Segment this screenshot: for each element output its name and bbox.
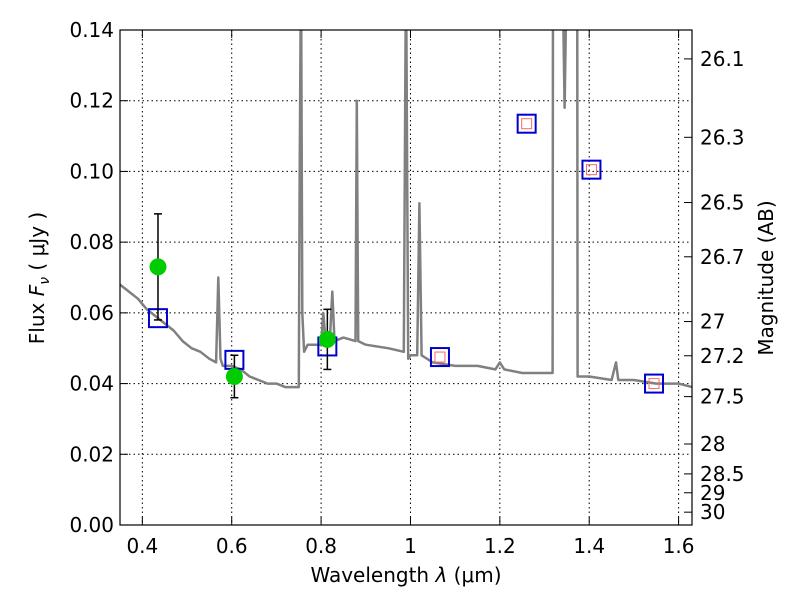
upper-limit-square bbox=[521, 118, 533, 130]
mag-tick-label: 27.5 bbox=[700, 385, 745, 409]
data-layer bbox=[120, 30, 692, 399]
y-tick-label: 0.10 bbox=[69, 159, 114, 183]
mag-tick-label: 28 bbox=[700, 432, 725, 456]
x-tick-label: 1 bbox=[404, 534, 417, 558]
observed-flux-point bbox=[149, 258, 167, 276]
y-tick-label: 0.02 bbox=[69, 442, 114, 466]
x-axis-label: Wavelength λ (μm) bbox=[310, 563, 501, 587]
mag-tick-label: 27.2 bbox=[700, 344, 745, 368]
y-tick-label: 0.12 bbox=[69, 89, 114, 113]
model-photometry-square bbox=[581, 159, 602, 180]
x-tick-label: 0.8 bbox=[305, 534, 337, 558]
x-tick-label: 1.4 bbox=[573, 534, 605, 558]
mag-tick-label: 29 bbox=[700, 481, 725, 505]
observed-flux-point bbox=[318, 330, 336, 348]
y-tick-label: 0.04 bbox=[69, 372, 114, 396]
mag-tick-label: 28.5 bbox=[700, 462, 745, 486]
mag-tick-label: 27 bbox=[700, 310, 725, 334]
model-photometry-square bbox=[644, 373, 665, 394]
y-tick-label: 0.08 bbox=[69, 230, 114, 254]
y-tick-label: 0.00 bbox=[69, 513, 114, 537]
upper-limit-square bbox=[434, 351, 446, 363]
x-tick-label: 0.6 bbox=[216, 534, 248, 558]
y-tick-label: 0.14 bbox=[69, 18, 114, 42]
model-spectrum-line bbox=[120, 30, 692, 389]
x-tick-label: 0.4 bbox=[126, 534, 158, 558]
magnitude-axis-label: Magnitude (AB) bbox=[754, 200, 778, 355]
x-tick-label: 1.2 bbox=[484, 534, 516, 558]
mag-tick-label: 26.3 bbox=[700, 125, 745, 149]
plot-frame bbox=[119, 29, 693, 526]
grid bbox=[120, 29, 692, 526]
mag-tick-label: 26.7 bbox=[700, 245, 745, 269]
upper-limit-square bbox=[585, 164, 597, 176]
mag-tick-label: 26.5 bbox=[700, 191, 745, 215]
ticks: 0.4 0.6 0.8 1 1.2 1.4 1.6 0.00 0.02 0.04 0.06 0.08 0… bbox=[69, 18, 744, 558]
mag-tick-label: 26.1 bbox=[700, 47, 745, 71]
mag-tick-label: 30 bbox=[700, 500, 725, 524]
model-photometry-square bbox=[516, 113, 537, 134]
x-tick-label: 1.6 bbox=[663, 534, 695, 558]
y-tick-label: 0.06 bbox=[69, 301, 114, 325]
observed-flux-point bbox=[225, 368, 243, 385]
model-photometry-square bbox=[429, 347, 450, 368]
upper-limit-square bbox=[648, 378, 660, 390]
y-axis-label: Flux Fν ( μJy ) bbox=[25, 212, 53, 344]
